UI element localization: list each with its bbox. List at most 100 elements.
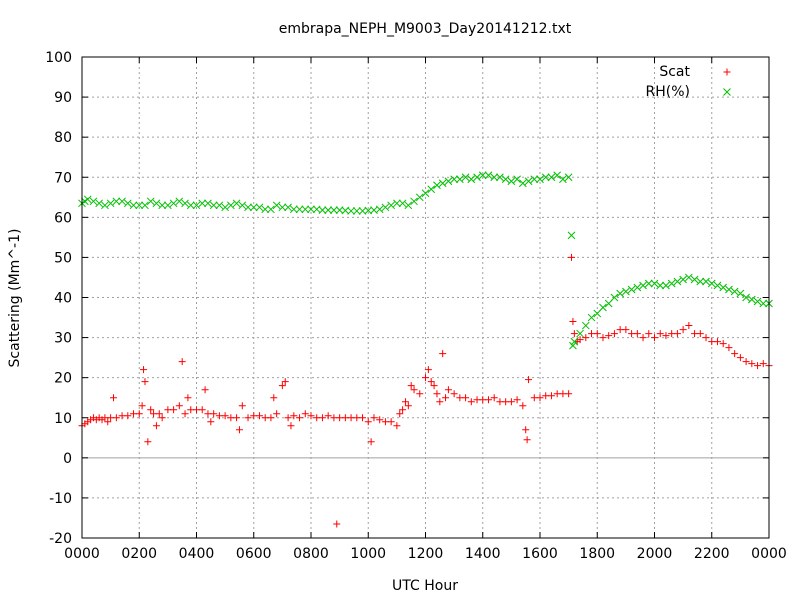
data-point (633, 283, 642, 292)
data-point (442, 394, 450, 402)
y-axis: -20 -10 0 10 20 30 40 50 60 70 80 90 100 (45, 50, 769, 547)
data-point (399, 406, 407, 414)
data-point (381, 203, 390, 212)
legend-marker (723, 68, 731, 76)
data-point (198, 406, 206, 414)
data-point (656, 281, 665, 290)
data-point (267, 205, 275, 214)
legend-label: RH(%) (646, 84, 690, 100)
data-point (622, 326, 630, 334)
data-point (685, 322, 693, 330)
x-tick-label: 1800 (579, 546, 615, 562)
data-point (375, 205, 384, 214)
data-point (736, 354, 744, 362)
data-point (484, 396, 492, 404)
data-point (430, 382, 438, 390)
data-point (123, 199, 132, 208)
y-tick-label: 20 (54, 371, 72, 387)
data-point (232, 199, 241, 208)
data-point (713, 338, 721, 346)
data-point (401, 398, 409, 406)
data-point (101, 201, 109, 210)
chart-title: embrapa_NEPH_M9003_Day20141212.txt (279, 21, 572, 37)
data-point (490, 394, 498, 402)
data-point (181, 199, 189, 208)
data-point (436, 398, 444, 406)
data-point (204, 199, 212, 208)
data-point (410, 386, 418, 394)
x-tick-label: 1000 (350, 546, 386, 562)
data-point (155, 410, 163, 418)
data-point (270, 394, 278, 402)
data-point (433, 390, 441, 398)
data-point (278, 382, 286, 390)
data-point (421, 189, 430, 198)
data-point (215, 201, 224, 210)
x-tick-label: 0800 (293, 546, 329, 562)
y-tick-label: 90 (54, 90, 72, 106)
data-point (184, 394, 192, 402)
x-tick-label: 0000 (64, 546, 100, 562)
series-scat (78, 253, 773, 528)
data-point (255, 203, 264, 212)
data-point (610, 330, 618, 338)
data-point (473, 173, 481, 182)
data-point (307, 205, 315, 214)
data-point (238, 201, 247, 210)
data-point (513, 175, 521, 184)
data-point (753, 297, 762, 306)
x-tick-label: 0400 (179, 546, 215, 562)
data-point (261, 205, 270, 214)
data-point (415, 193, 424, 202)
data-point (567, 231, 576, 240)
y-tick-label: 0 (63, 451, 72, 467)
data-point (593, 330, 601, 338)
x-tick-label: 1400 (465, 546, 501, 562)
data-point (398, 199, 407, 208)
data-point (522, 426, 530, 434)
data-point (569, 318, 577, 326)
series-layer (78, 171, 773, 528)
data-point (604, 299, 613, 308)
data-point (731, 350, 739, 358)
data-point (525, 376, 533, 384)
data-point (444, 177, 453, 186)
data-point (547, 173, 556, 182)
data-point (570, 337, 579, 346)
data-point (742, 293, 750, 302)
y-tick-label: -20 (49, 531, 72, 547)
data-point (730, 287, 739, 296)
data-point (249, 203, 258, 212)
data-point (565, 390, 573, 398)
data-point (673, 277, 682, 286)
y-tick-label: -10 (49, 491, 72, 507)
data-point (523, 436, 531, 444)
data-point (644, 279, 653, 288)
data-point (433, 181, 441, 190)
data-point (318, 414, 326, 422)
data-point (244, 203, 252, 212)
data-point (278, 203, 287, 212)
data-point (330, 206, 338, 214)
legend: Scat RH(%) (646, 64, 731, 100)
data-point (104, 418, 112, 426)
data-point (567, 253, 575, 261)
data-point (170, 406, 178, 414)
data-point (364, 418, 372, 426)
data-point (627, 285, 636, 294)
data-point (393, 422, 401, 430)
data-point (141, 201, 149, 210)
data-point (281, 378, 289, 386)
data-point (140, 366, 148, 374)
data-point (513, 396, 521, 404)
data-point (404, 402, 412, 410)
legend-label: Scat (659, 64, 690, 80)
data-point (690, 275, 699, 284)
data-point (599, 334, 607, 342)
data-point (152, 199, 161, 208)
data-point (296, 414, 304, 422)
x-tick-label: 2000 (637, 546, 673, 562)
data-point (307, 412, 315, 420)
data-point (536, 394, 544, 402)
